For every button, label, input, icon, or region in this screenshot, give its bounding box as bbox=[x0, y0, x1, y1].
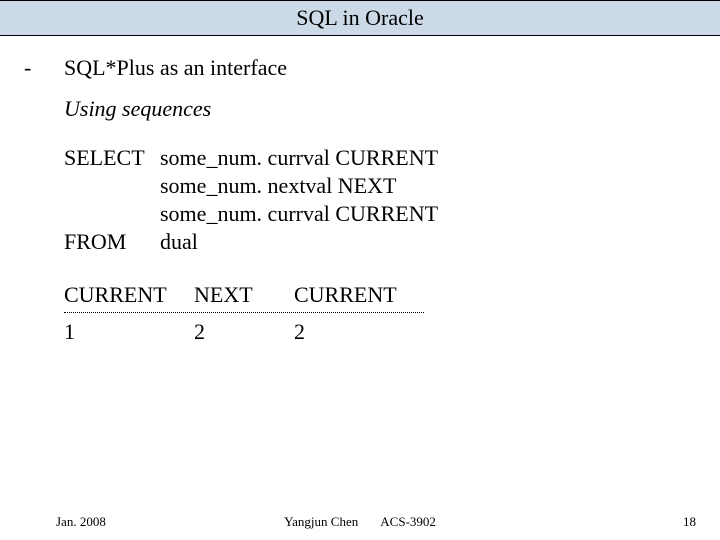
result-header-row: CURRENT NEXT CURRENT bbox=[64, 282, 696, 308]
footer: Jan. 2008 Yangjun Chen ACS-3902 18 bbox=[0, 514, 720, 530]
result-block: CURRENT NEXT CURRENT 1 2 2 bbox=[64, 282, 696, 345]
slide-content: - SQL*Plus as an interface Using sequenc… bbox=[0, 36, 720, 345]
result-value: 2 bbox=[194, 319, 294, 345]
select-keyword: SELECT bbox=[64, 144, 160, 172]
section-heading: SQL*Plus as an interface bbox=[64, 54, 287, 82]
select-expr-3: some_num. currval CURRENT bbox=[160, 200, 696, 228]
footer-course: ACS-3902 bbox=[380, 514, 436, 529]
result-header-col: NEXT bbox=[194, 282, 294, 308]
from-keyword: FROM bbox=[64, 228, 160, 256]
footer-center: Yangjun Chen ACS-3902 bbox=[284, 514, 436, 530]
result-value: 2 bbox=[294, 319, 424, 345]
result-value-row: 1 2 2 bbox=[64, 319, 696, 345]
title-bar: SQL in Oracle bbox=[0, 0, 720, 36]
result-value: 1 bbox=[64, 319, 194, 345]
footer-page-number: 18 bbox=[683, 514, 696, 530]
result-header-col: CURRENT bbox=[294, 282, 424, 308]
select-expr-2: some_num. nextval NEXT bbox=[160, 172, 696, 200]
bullet-marker: - bbox=[24, 54, 64, 82]
select-expr-1: some_num. currval CURRENT bbox=[160, 144, 438, 172]
footer-author: Yangjun Chen bbox=[284, 514, 358, 529]
code-line: SELECT some_num. currval CURRENT bbox=[64, 144, 696, 172]
result-header-col: CURRENT bbox=[64, 282, 194, 308]
from-table: dual bbox=[160, 228, 198, 256]
page-title: SQL in Oracle bbox=[296, 5, 423, 31]
result-divider bbox=[64, 312, 424, 313]
bullet-row: - SQL*Plus as an interface bbox=[24, 54, 696, 82]
sql-code-block: SELECT some_num. currval CURRENT some_nu… bbox=[64, 144, 696, 256]
code-line: FROM dual bbox=[64, 228, 696, 256]
subtitle: Using sequences bbox=[64, 96, 696, 122]
footer-date: Jan. 2008 bbox=[56, 514, 106, 530]
